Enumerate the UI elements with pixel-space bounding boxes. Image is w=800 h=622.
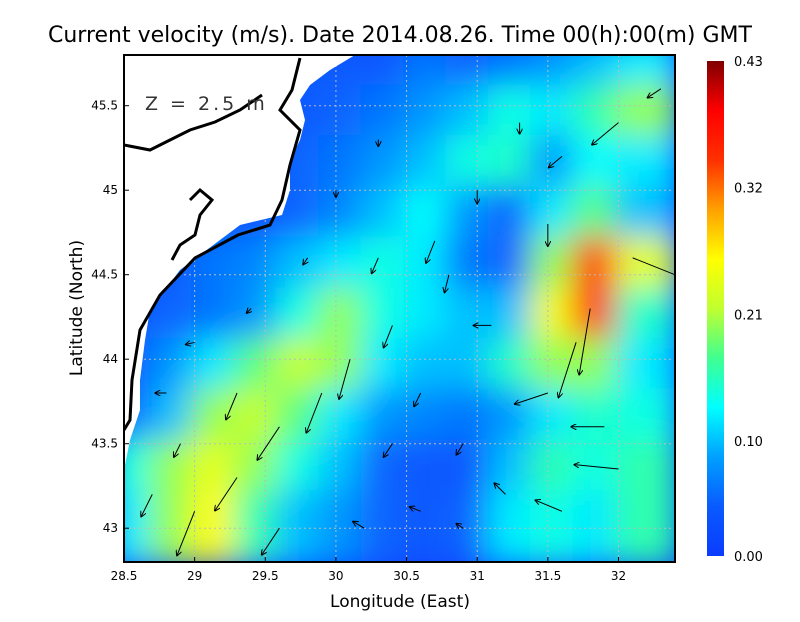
coastline [124, 57, 302, 431]
colorbar-ticks: 0.00 0.10 0.21 0.32 0.43 [734, 55, 763, 565]
x-axis-ticks: 28.5 29 29.5 30 30.5 31 31.5 32 [111, 557, 626, 583]
velocity-arrow [262, 527, 280, 554]
y-tick-label: 45 [103, 183, 118, 197]
coastline-lagoon [170, 187, 215, 261]
y-tick-label: 43 [103, 521, 118, 535]
velocity-arrow [306, 392, 323, 433]
velocity-arrow [549, 156, 563, 167]
velocity-arrow [384, 443, 393, 457]
land-polygon [124, 55, 355, 470]
x-tick-label: 30 [328, 569, 343, 583]
velocity-arrow [174, 443, 181, 457]
x-tick-label: 28.5 [111, 569, 138, 583]
velocity-vectors [141, 88, 675, 556]
x-tick-label: 30.5 [393, 569, 420, 583]
heatmap-cell [614, 490, 675, 562]
velocity-arrow [456, 443, 464, 455]
velocity-arrow [339, 359, 351, 399]
velocity-arrow [353, 522, 365, 529]
velocity-arrow [186, 342, 195, 344]
velocity-arrow [574, 465, 619, 470]
colorbar [707, 61, 724, 556]
velocity-arrow [426, 240, 436, 263]
velocity-arrow [177, 511, 196, 555]
velocity-arrow [372, 257, 379, 273]
colorbar-tick-label: 0.10 [734, 435, 763, 450]
y-tick-label: 43.5 [91, 437, 118, 451]
chart-title: Current velocity (m/s). Date 2014.08.26.… [48, 23, 753, 48]
velocity-arrow [648, 88, 662, 98]
coastline-inland [124, 93, 263, 152]
plot-area [124, 55, 675, 562]
velocity-arrow [247, 309, 251, 313]
depth-annotation: Z = 2.5 m [145, 93, 268, 115]
x-axis-label: Longitude (East) [330, 592, 470, 612]
x-tick-label: 31 [470, 569, 485, 583]
y-tick-label: 44 [103, 352, 118, 366]
land-mask [124, 55, 355, 470]
velocity-arrow [632, 257, 675, 276]
y-tick-label: 45.5 [91, 99, 118, 113]
y-axis-label: Latitude (North) [67, 240, 87, 376]
velocity-arrow [257, 426, 280, 460]
y-axis-ticks: 43 43.5 44 44.5 45 45.5 [91, 99, 129, 535]
colorbar-tick-label: 0.32 [734, 182, 763, 197]
x-tick-label: 31.5 [534, 569, 561, 583]
velocity-arrow [226, 392, 238, 419]
velocity-arrow [579, 308, 591, 375]
x-tick-label: 29.5 [252, 569, 279, 583]
colorbar-tick-label: 0.00 [734, 550, 763, 565]
x-tick-label: 32 [611, 569, 626, 583]
velocity-arrow [141, 494, 153, 516]
velocity-arrow [414, 392, 422, 406]
velocity-arrow [410, 507, 421, 512]
colorbar-tick-label: 0.43 [734, 55, 763, 70]
velocity-arrow [494, 483, 506, 495]
velocity-arrow [445, 274, 450, 293]
velocity-arrow [303, 257, 307, 265]
velocity-arrow [559, 342, 577, 397]
colorbar-tick-label: 0.21 [734, 308, 763, 323]
velocity-arrow [384, 325, 393, 347]
velocity-arrow [456, 524, 464, 528]
plot-frame [123, 54, 676, 563]
y-tick-label: 44.5 [91, 268, 118, 282]
velocity-arrow [215, 477, 238, 511]
velocity-arrow [536, 500, 563, 512]
velocity-arrow [592, 122, 619, 145]
velocity-arrow [515, 392, 549, 404]
x-tick-label: 29 [187, 569, 202, 583]
